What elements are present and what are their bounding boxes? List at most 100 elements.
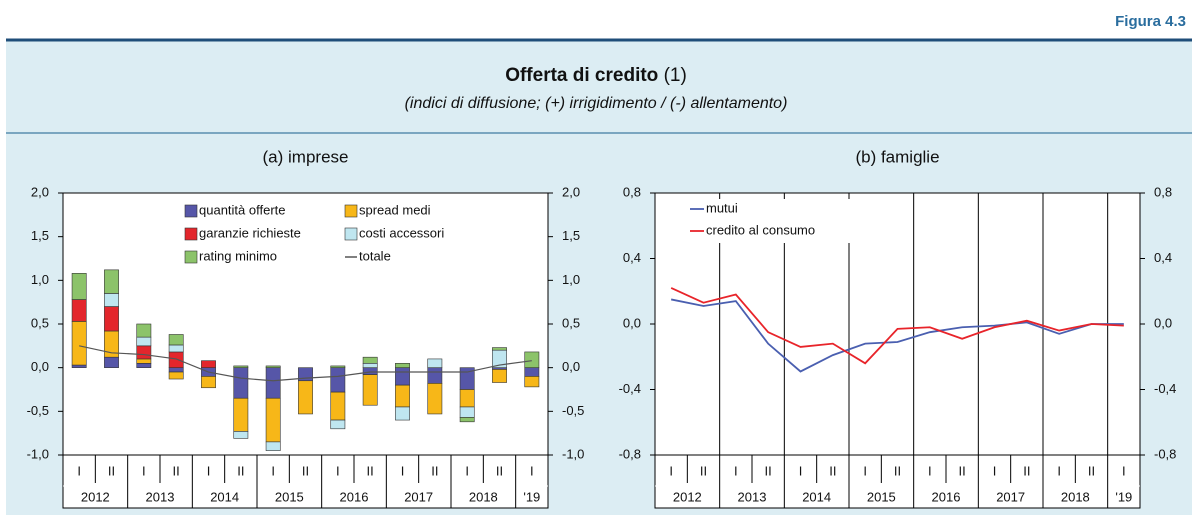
x-tick-label: I xyxy=(336,463,340,478)
x-tick-label: I xyxy=(799,463,803,478)
x-tick-label: I xyxy=(401,463,405,478)
bar-segment xyxy=(330,365,346,368)
bar-segment xyxy=(104,356,119,368)
bar-segment xyxy=(524,367,540,377)
x-tick-label: I xyxy=(1122,463,1126,478)
x-group-label: 2015 xyxy=(275,489,304,504)
y2-tick-label: 1,0 xyxy=(562,272,580,287)
figure-number: Figura 4.3 xyxy=(1115,13,1186,30)
bar-segment xyxy=(362,356,378,364)
x-group-label: 2013 xyxy=(738,489,767,504)
x-tick-label: II xyxy=(431,463,438,478)
bar-segment xyxy=(459,389,475,408)
y2-tick-label: 0,8 xyxy=(1154,184,1172,199)
bar-segment xyxy=(395,406,410,421)
title: Offerta di credito xyxy=(505,65,658,86)
bar-segment xyxy=(136,358,152,364)
x-tick-label: II xyxy=(302,463,309,478)
bar-segment xyxy=(233,431,249,439)
x-tick-label: I xyxy=(465,463,469,478)
bar-segment xyxy=(233,365,249,368)
bar-segment xyxy=(201,376,216,389)
x-tick-label: I xyxy=(863,463,867,478)
bar-segment xyxy=(136,323,152,338)
bar-segment xyxy=(492,347,507,351)
y2-tick-label: 0,4 xyxy=(1154,250,1172,265)
x-tick-label: II xyxy=(367,463,374,478)
y-tick-label: -0,8 xyxy=(619,446,641,461)
bar-segment xyxy=(395,367,410,386)
x-group-label: 2018 xyxy=(469,489,498,504)
x-group-label: 2014 xyxy=(210,489,239,504)
bar-segment xyxy=(71,299,87,322)
bar-segment xyxy=(136,345,152,360)
legend-label: rating minimo xyxy=(199,248,277,263)
bar-segment xyxy=(395,362,410,368)
y2-tick-label: -0,5 xyxy=(562,403,584,418)
x-group-label: 2015 xyxy=(867,489,896,504)
figure-subtitle: (indici di diffusione; (+) irrigidimento… xyxy=(405,95,788,112)
x-group-label: '19 xyxy=(523,489,540,504)
x-tick-label: II xyxy=(765,463,772,478)
bar-segment xyxy=(168,367,184,373)
legend-swatch xyxy=(184,204,198,218)
bar-segment xyxy=(265,397,281,443)
bar-segment xyxy=(524,351,540,368)
x-tick-label: II xyxy=(237,463,244,478)
bar-segment xyxy=(136,336,152,347)
y2-tick-label: 0,5 xyxy=(562,315,580,330)
y2-tick-label: -0,8 xyxy=(1154,446,1176,461)
x-tick-label: I xyxy=(993,463,997,478)
bar-segment xyxy=(265,367,281,399)
x-group-label: 2018 xyxy=(1061,489,1090,504)
x-tick-label: II xyxy=(173,463,180,478)
x-group-label: 2013 xyxy=(146,489,175,504)
y-tick-label: 0,8 xyxy=(623,184,641,199)
legend-label: credito al consumo xyxy=(706,222,815,237)
x-tick-label: I xyxy=(734,463,738,478)
x-axis-area xyxy=(62,454,549,509)
y-tick-label: 0,0 xyxy=(623,315,641,330)
bar-segment xyxy=(492,369,507,383)
bar-segment xyxy=(201,360,216,368)
y-tick-label: -1,0 xyxy=(27,446,49,461)
bar-segment xyxy=(104,293,119,307)
legend-label: totale xyxy=(359,248,391,263)
x-tick-label: I xyxy=(207,463,211,478)
bar-segment xyxy=(298,380,313,415)
x-group-label: 2016 xyxy=(932,489,961,504)
x-tick-label: I xyxy=(1057,463,1061,478)
x-tick-label: II xyxy=(959,463,966,478)
bar-segment xyxy=(459,406,475,418)
legend-swatch xyxy=(184,250,198,264)
bar-segment xyxy=(168,371,184,380)
y2-tick-label: 0,0 xyxy=(562,359,580,374)
x-tick-label: II xyxy=(1023,463,1030,478)
y2-tick-label: -1,0 xyxy=(562,446,584,461)
x-tick-label: II xyxy=(700,463,707,478)
title-note: (1) xyxy=(664,65,687,86)
bar-segment xyxy=(233,397,249,432)
x-tick-label: II xyxy=(894,463,901,478)
x-group-label: 2016 xyxy=(340,489,369,504)
legend-swatch xyxy=(344,204,358,218)
y-tick-label: 2,0 xyxy=(31,184,49,199)
bar-segment xyxy=(71,273,87,300)
bar-segment xyxy=(362,362,378,368)
legend-label: garanzie richieste xyxy=(199,225,301,240)
x-group-label: 2012 xyxy=(81,489,110,504)
bar-segment xyxy=(104,306,119,332)
bar-segment xyxy=(136,362,152,368)
bar-segment xyxy=(395,384,410,408)
legend-swatch xyxy=(344,227,358,241)
x-tick-label: II xyxy=(829,463,836,478)
x-tick-label: II xyxy=(108,463,115,478)
x-group-label: 2014 xyxy=(802,489,831,504)
bar-segment xyxy=(168,344,184,353)
legend-label: quantità offerte xyxy=(199,202,286,217)
bar-segment xyxy=(427,358,443,368)
x-tick-label: I xyxy=(77,463,81,478)
bar-segment xyxy=(265,365,281,368)
bar-segment xyxy=(104,269,119,294)
y2-tick-label: 2,0 xyxy=(562,184,580,199)
